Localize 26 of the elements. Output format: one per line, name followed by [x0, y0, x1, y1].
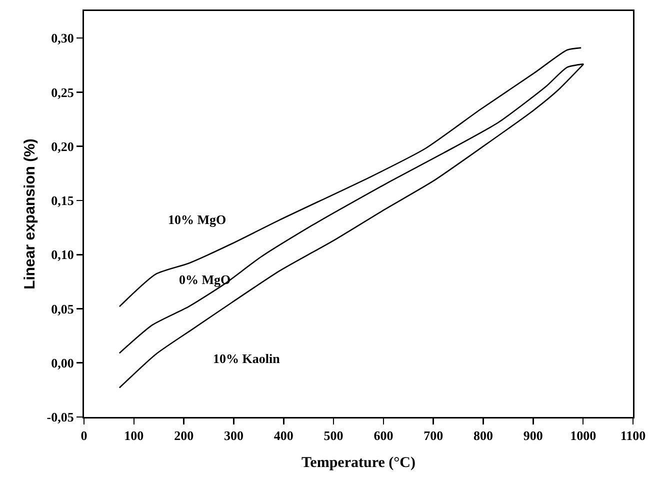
x-tick-label: 1100: [620, 428, 646, 444]
y-tick-label: -0,05: [46, 410, 74, 425]
x-tick-label: 0: [80, 428, 88, 444]
x-tick-label: 1000: [570, 428, 596, 444]
x-tick-label: 400: [274, 428, 294, 444]
x-tick-label: 100: [124, 428, 144, 444]
y-tick-label: 0,30: [51, 30, 74, 46]
series-label: 0% MgO: [179, 272, 231, 287]
line-series: [118, 47, 582, 308]
y-tick-label: 0,00: [51, 355, 74, 370]
y-tick-label: 0,05: [51, 301, 74, 316]
x-tick-label: 300: [224, 428, 244, 444]
x-axis-title: Temperature (°C): [302, 454, 416, 471]
x-tick-label: 700: [424, 428, 444, 444]
y-tick-label: 0,20: [51, 138, 74, 154]
y-tick-label: 0,25: [51, 84, 74, 100]
x-tick-label: 200: [174, 428, 194, 444]
series-label: 10% MgO: [168, 212, 226, 227]
x-tick-label: 800: [474, 428, 494, 444]
y-axis-title: Linear expansion (%): [21, 138, 38, 290]
x-tick-label: 500: [324, 428, 344, 444]
text: 10% Kaolin: [213, 351, 281, 366]
x-tick-label: 600: [374, 428, 394, 444]
x-tick-label: 900: [523, 428, 543, 444]
y-tick-label: 0,10: [51, 247, 74, 262]
y-tick-label: 0,15: [51, 193, 74, 208]
